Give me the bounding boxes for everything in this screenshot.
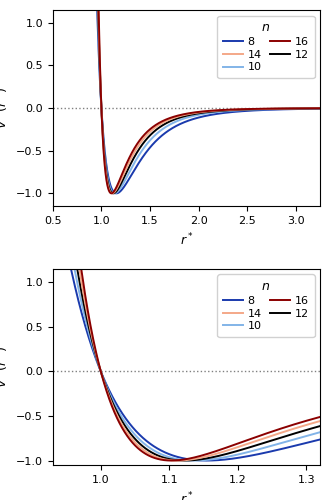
X-axis label: $r^*$: $r^*$: [180, 232, 193, 248]
Legend: 8, 14, 10, 16, 12, : 8, 14, 10, 16, 12,: [217, 16, 314, 78]
X-axis label: $r^*$: $r^*$: [180, 490, 193, 500]
Y-axis label: $V^*(r^*)$: $V^*(r^*)$: [0, 87, 11, 129]
Legend: 8, 14, 10, 16, 12, : 8, 14, 10, 16, 12,: [217, 274, 314, 337]
Y-axis label: $V^*(r^*)$: $V^*(r^*)$: [0, 346, 11, 388]
